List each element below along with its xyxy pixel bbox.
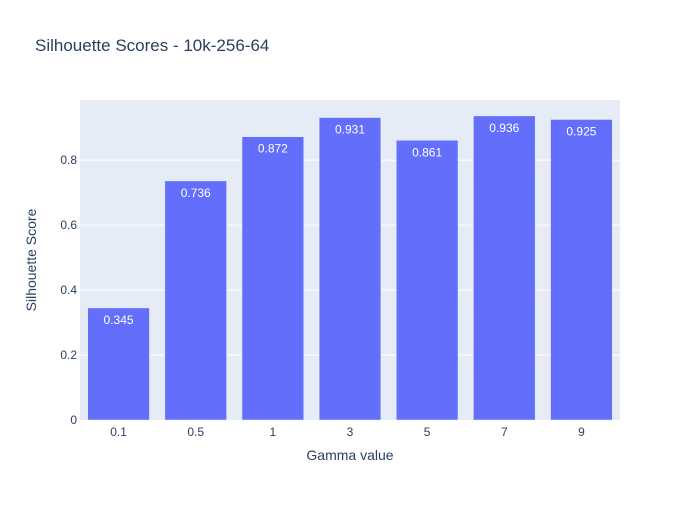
y-tick-label-0.8: 0.8 [60,153,77,167]
x-tick-label-3: 3 [347,425,354,439]
bar-value-label-3: 0.931 [335,123,365,137]
x-tick-label-0.5: 0.5 [187,425,204,439]
bar-3[interactable] [318,117,382,421]
bar-7[interactable] [473,115,536,421]
x-tick-label-9: 9 [578,425,585,439]
x-tick-label-5: 5 [424,425,431,439]
bar-value-label-1: 0.872 [258,142,288,156]
bar-1[interactable] [241,136,304,421]
x-axis-title: Gamma value [306,447,393,463]
y-axis-title: Silhouette Score [23,208,39,311]
y-axis-ticks: 0 0.2 0.4 0.6 0.8 [60,153,77,427]
bar-labels: 0.345 0.736 0.872 0.931 0.861 0.936 0.925 [104,121,597,327]
bar-9[interactable] [550,119,613,421]
x-tick-label-7: 7 [501,425,508,439]
y-tick-label-0.4: 0.4 [60,283,77,297]
x-tick-label-1: 1 [270,425,277,439]
x-axis-ticks: 0.1 0.5 1 3 5 7 9 [110,425,585,439]
bar-value-label-5: 0.861 [412,145,442,159]
y-tick-label-0.2: 0.2 [60,348,77,362]
bar-0.5[interactable] [164,180,227,421]
y-tick-label-0: 0 [70,413,77,427]
bars [87,115,613,421]
chart-title: Silhouette Scores - 10k-256-64 [35,36,269,55]
bar-value-label-0.5: 0.736 [181,186,211,200]
bar-0.1[interactable] [87,307,150,421]
bar-5[interactable] [396,140,459,421]
y-tick-label-0.6: 0.6 [60,218,77,232]
bar-value-label-0.1: 0.345 [104,313,134,327]
bar-value-label-9: 0.925 [566,124,596,138]
x-tick-label-0.1: 0.1 [110,425,127,439]
bar-value-label-7: 0.936 [489,121,519,135]
